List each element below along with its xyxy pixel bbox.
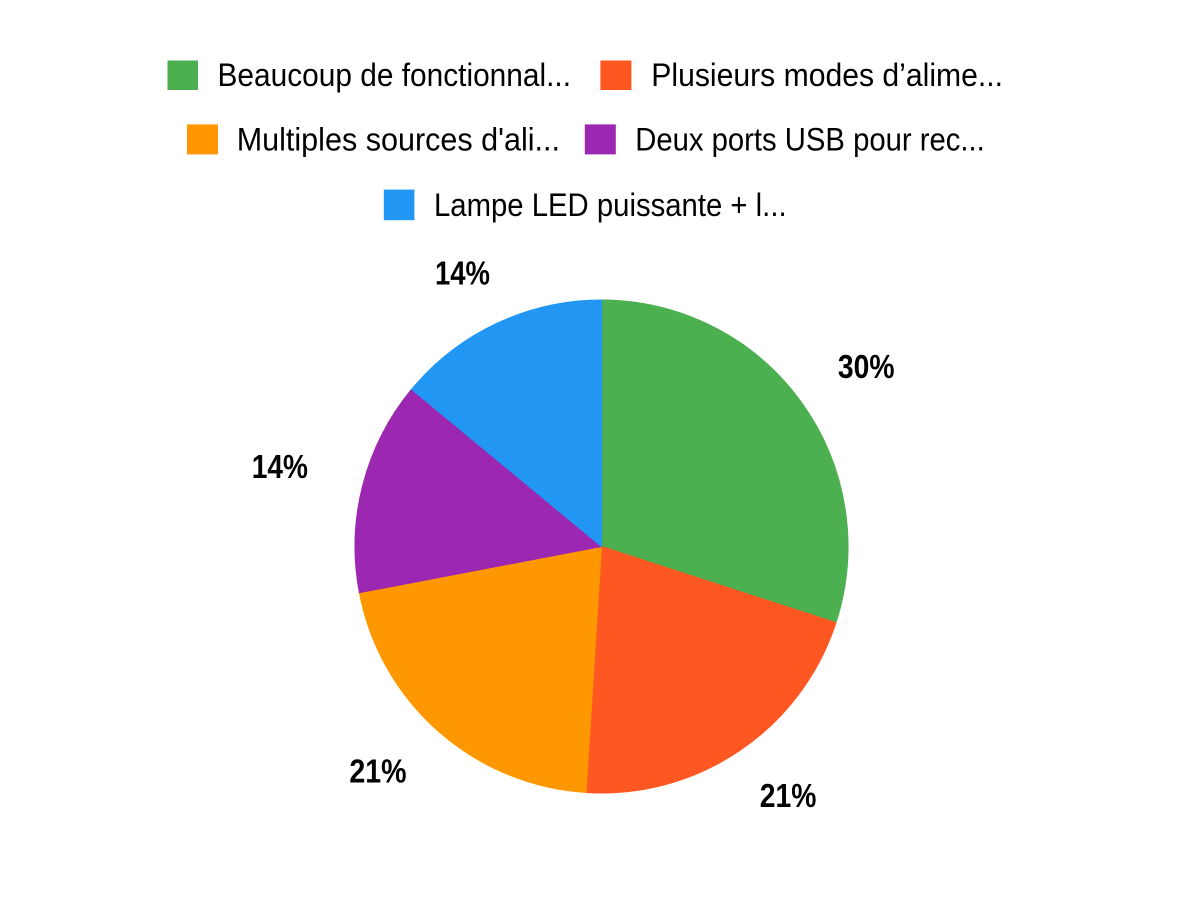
svg-text:Lampe LED puissante + l...: Lampe LED puissante + l... [434,187,787,223]
svg-text:14%: 14% [252,448,308,485]
svg-text:30%: 30% [838,348,895,385]
svg-text:14%: 14% [435,255,490,292]
svg-text:21%: 21% [349,752,406,789]
svg-text:Multiples sources d'ali...: Multiples sources d'ali... [237,121,560,157]
svg-text:Beaucoup de fonctionnal...: Beaucoup de fonctionnal... [218,57,572,93]
svg-text:21%: 21% [760,777,817,814]
svg-text:Deux ports USB pour rec...: Deux ports USB pour rec... [635,121,985,157]
svg-text:Plusieurs modes d’alime...: Plusieurs modes d’alime... [651,57,1003,93]
